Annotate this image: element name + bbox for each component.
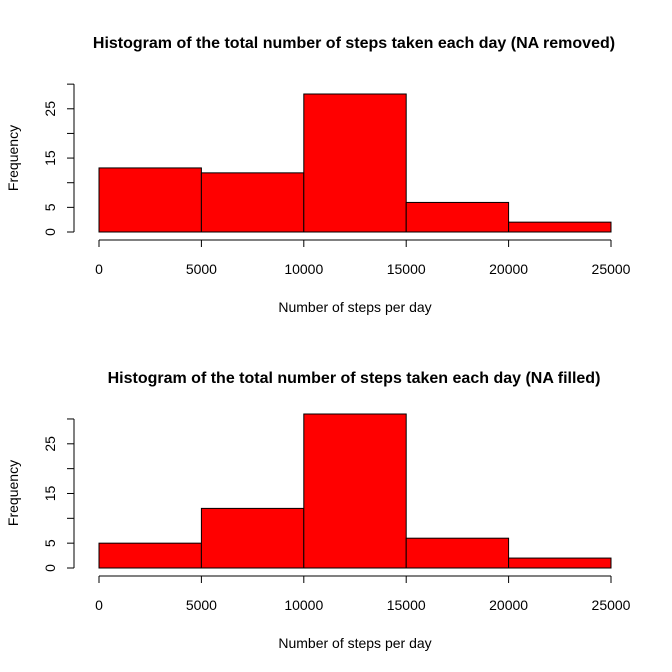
y-axis-label: Frequency — [5, 125, 21, 191]
y-tick-label: 5 — [42, 203, 58, 211]
x-tick-label: 20000 — [489, 597, 528, 613]
x-tick-label: 15000 — [387, 261, 426, 277]
histogram-na-filled: Histogram of the total number of steps t… — [5, 370, 631, 651]
x-axis: 0 5000 10000 15000 20000 25000 Number of steps… — [95, 575, 631, 651]
x-axis-label: Number of steps per day — [278, 299, 431, 315]
histogram-bar — [508, 557, 612, 569]
chart-title: Histogram of the total number of steps t… — [108, 370, 601, 387]
y-tick-label: 25 — [42, 101, 58, 117]
x-tick-label: 5000 — [186, 261, 217, 277]
y-tick-label: 0 — [42, 564, 58, 572]
x-axis-label: Number of steps per day — [278, 635, 431, 651]
histogram-bar — [303, 413, 407, 569]
y-tick-label: 25 — [42, 436, 58, 452]
y-axis: 0 5 15 25 Frequency — [5, 418, 75, 572]
x-tick-label: 0 — [95, 261, 103, 277]
histogram-bar — [200, 172, 305, 233]
histogram-bar — [405, 537, 510, 569]
x-tick-label: 5000 — [186, 597, 217, 613]
histogram-bar — [508, 221, 612, 233]
y-axis: 0 5 15 25 Frequency — [5, 83, 75, 236]
histogram-bar — [405, 201, 510, 233]
histogram-bar — [200, 507, 305, 569]
x-tick-label: 25000 — [592, 261, 631, 277]
x-tick-label: 25000 — [592, 597, 631, 613]
x-tick-label: 15000 — [387, 597, 426, 613]
histogram-bar — [98, 542, 202, 569]
x-tick-label: 10000 — [284, 261, 323, 277]
x-tick-label: 0 — [95, 597, 103, 613]
histogram-na-removed: Histogram of the total number of steps t… — [5, 35, 631, 315]
histogram-bar — [303, 93, 407, 233]
y-tick-label: 15 — [42, 150, 58, 166]
x-tick-label: 10000 — [284, 597, 323, 613]
x-axis: 0 5000 10000 15000 20000 25000 Number of steps… — [95, 239, 631, 315]
y-axis-label: Frequency — [5, 460, 21, 526]
chart-title: Histogram of the total number of steps t… — [93, 35, 615, 52]
y-tick-label: 0 — [42, 228, 58, 236]
histogram-bar — [98, 167, 202, 233]
x-tick-label: 20000 — [489, 261, 528, 277]
y-tick-label: 15 — [42, 485, 58, 501]
y-tick-label: 5 — [42, 539, 58, 547]
